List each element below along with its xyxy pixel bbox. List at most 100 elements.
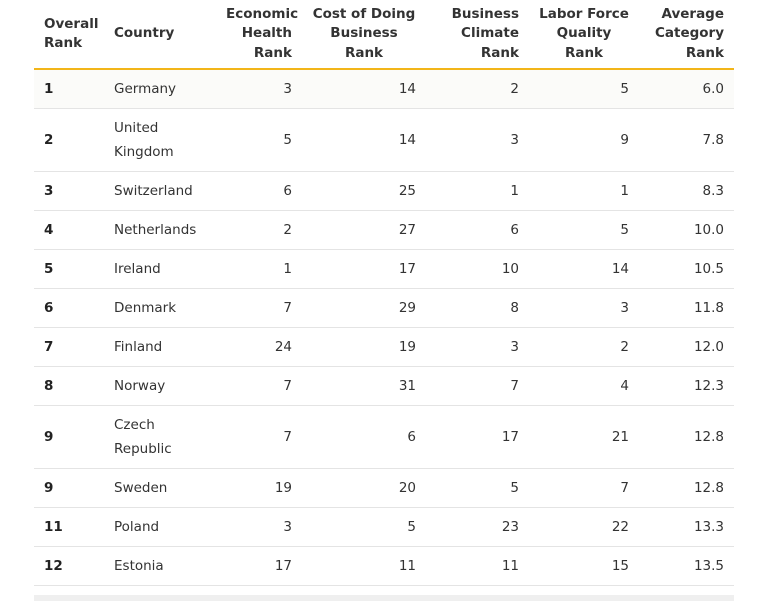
cell-country: Ireland [104, 249, 216, 289]
cell-overall-rank: 1 [34, 69, 104, 109]
cell-economic-health-rank: 6 [216, 171, 302, 211]
cell-business-climate-rank: 3 [426, 108, 529, 172]
country-rankings-table: Overall Rank Country Economic Health Ran… [34, 0, 734, 586]
cell-overall-rank: 6 [34, 288, 104, 328]
cell-country: Denmark [104, 288, 216, 328]
table-row: 6 Denmark 7 29 8 3 11.8 [34, 288, 734, 328]
cell-average-category-rank: 7.8 [639, 108, 734, 172]
cell-overall-rank: 12 [34, 546, 104, 586]
cell-labor-force-quality-rank: 21 [529, 405, 639, 469]
table-row: 9 Czech Republic 7 6 17 21 12.8 [34, 405, 734, 469]
cell-country: Sweden [104, 468, 216, 508]
cell-business-climate-rank: 2 [426, 69, 529, 109]
table-row: 5 Ireland 1 17 10 14 10.5 [34, 249, 734, 289]
table-row: 1 Germany 3 14 2 5 6.0 [34, 69, 734, 109]
cell-labor-force-quality-rank: 1 [529, 171, 639, 211]
cell-overall-rank: 11 [34, 507, 104, 547]
table-row: 11 Poland 3 5 23 22 13.3 [34, 507, 734, 547]
header-country[interactable]: Country [104, 0, 216, 70]
header-row: Overall Rank Country Economic Health Ran… [34, 0, 734, 70]
cell-overall-rank: 3 [34, 171, 104, 211]
cell-labor-force-quality-rank: 14 [529, 249, 639, 289]
cell-overall-rank: 9 [34, 468, 104, 508]
cell-country: Poland [104, 507, 216, 547]
table-footer-strip [34, 595, 734, 601]
cell-business-climate-rank: 10 [426, 249, 529, 289]
cell-overall-rank: 4 [34, 210, 104, 250]
cell-cost-of-doing-business-rank: 14 [302, 108, 426, 172]
cell-business-climate-rank: 7 [426, 366, 529, 406]
header-economic-health-rank[interactable]: Economic Health Rank [216, 0, 302, 70]
cell-labor-force-quality-rank: 22 [529, 507, 639, 547]
cell-economic-health-rank: 3 [216, 507, 302, 547]
cell-business-climate-rank: 1 [426, 171, 529, 211]
cell-business-climate-rank: 11 [426, 546, 529, 586]
cell-overall-rank: 9 [34, 405, 104, 469]
cell-average-category-rank: 8.3 [639, 171, 734, 211]
cell-average-category-rank: 10.0 [639, 210, 734, 250]
cell-business-climate-rank: 17 [426, 405, 529, 469]
cell-economic-health-rank: 7 [216, 366, 302, 406]
cell-overall-rank: 5 [34, 249, 104, 289]
cell-business-climate-rank: 3 [426, 327, 529, 367]
cell-cost-of-doing-business-rank: 20 [302, 468, 426, 508]
header-labor-force-quality-rank[interactable]: Labor Force Quality Rank [529, 0, 639, 70]
table-row: 7 Finland 24 19 3 2 12.0 [34, 327, 734, 367]
cell-economic-health-rank: 24 [216, 327, 302, 367]
cell-average-category-rank: 12.3 [639, 366, 734, 406]
cell-labor-force-quality-rank: 3 [529, 288, 639, 328]
cell-cost-of-doing-business-rank: 27 [302, 210, 426, 250]
cell-economic-health-rank: 2 [216, 210, 302, 250]
cell-labor-force-quality-rank: 5 [529, 210, 639, 250]
cell-business-climate-rank: 5 [426, 468, 529, 508]
cell-cost-of-doing-business-rank: 25 [302, 171, 426, 211]
cell-average-category-rank: 12.0 [639, 327, 734, 367]
cell-economic-health-rank: 1 [216, 249, 302, 289]
cell-overall-rank: 8 [34, 366, 104, 406]
cell-cost-of-doing-business-rank: 19 [302, 327, 426, 367]
cell-labor-force-quality-rank: 4 [529, 366, 639, 406]
header-business-climate-rank[interactable]: Business Climate Rank [426, 0, 529, 70]
cell-economic-health-rank: 7 [216, 405, 302, 469]
table-row: 2 United Kingdom 5 14 3 9 7.8 [34, 108, 734, 172]
cell-country: Switzerland [104, 171, 216, 211]
cell-labor-force-quality-rank: 5 [529, 69, 639, 109]
cell-labor-force-quality-rank: 9 [529, 108, 639, 172]
table-row: 4 Netherlands 2 27 6 5 10.0 [34, 210, 734, 250]
cell-country: Norway [104, 366, 216, 406]
cell-average-category-rank: 13.5 [639, 546, 734, 586]
cell-average-category-rank: 6.0 [639, 69, 734, 109]
cell-business-climate-rank: 23 [426, 507, 529, 547]
rankings-table-container: Overall Rank Country Economic Health Ran… [34, 0, 734, 586]
header-average-category-rank[interactable]: Average Category Rank [639, 0, 734, 70]
cell-average-category-rank: 10.5 [639, 249, 734, 289]
table-row: 9 Sweden 19 20 5 7 12.8 [34, 468, 734, 508]
cell-economic-health-rank: 5 [216, 108, 302, 172]
header-cost-of-doing-business-rank[interactable]: Cost of Doing Business Rank [302, 0, 426, 70]
cell-economic-health-rank: 3 [216, 69, 302, 109]
cell-overall-rank: 7 [34, 327, 104, 367]
cell-cost-of-doing-business-rank: 31 [302, 366, 426, 406]
cell-average-category-rank: 12.8 [639, 468, 734, 508]
cell-labor-force-quality-rank: 7 [529, 468, 639, 508]
cell-country: Estonia [104, 546, 216, 586]
cell-economic-health-rank: 19 [216, 468, 302, 508]
cell-business-climate-rank: 8 [426, 288, 529, 328]
cell-cost-of-doing-business-rank: 14 [302, 69, 426, 109]
cell-economic-health-rank: 17 [216, 546, 302, 586]
cell-country: Germany [104, 69, 216, 109]
cell-average-category-rank: 13.3 [639, 507, 734, 547]
cell-average-category-rank: 11.8 [639, 288, 734, 328]
cell-country: United Kingdom [104, 108, 216, 172]
cell-labor-force-quality-rank: 2 [529, 327, 639, 367]
table-body: 1 Germany 3 14 2 5 6.0 2 United Kingdom … [34, 69, 734, 586]
table-row: 8 Norway 7 31 7 4 12.3 [34, 366, 734, 406]
header-overall-rank[interactable]: Overall Rank [34, 0, 104, 70]
table-row: 3 Switzerland 6 25 1 1 8.3 [34, 171, 734, 211]
cell-average-category-rank: 12.8 [639, 405, 734, 469]
cell-overall-rank: 2 [34, 108, 104, 172]
cell-cost-of-doing-business-rank: 6 [302, 405, 426, 469]
cell-cost-of-doing-business-rank: 5 [302, 507, 426, 547]
cell-cost-of-doing-business-rank: 29 [302, 288, 426, 328]
cell-country: Czech Republic [104, 405, 216, 469]
